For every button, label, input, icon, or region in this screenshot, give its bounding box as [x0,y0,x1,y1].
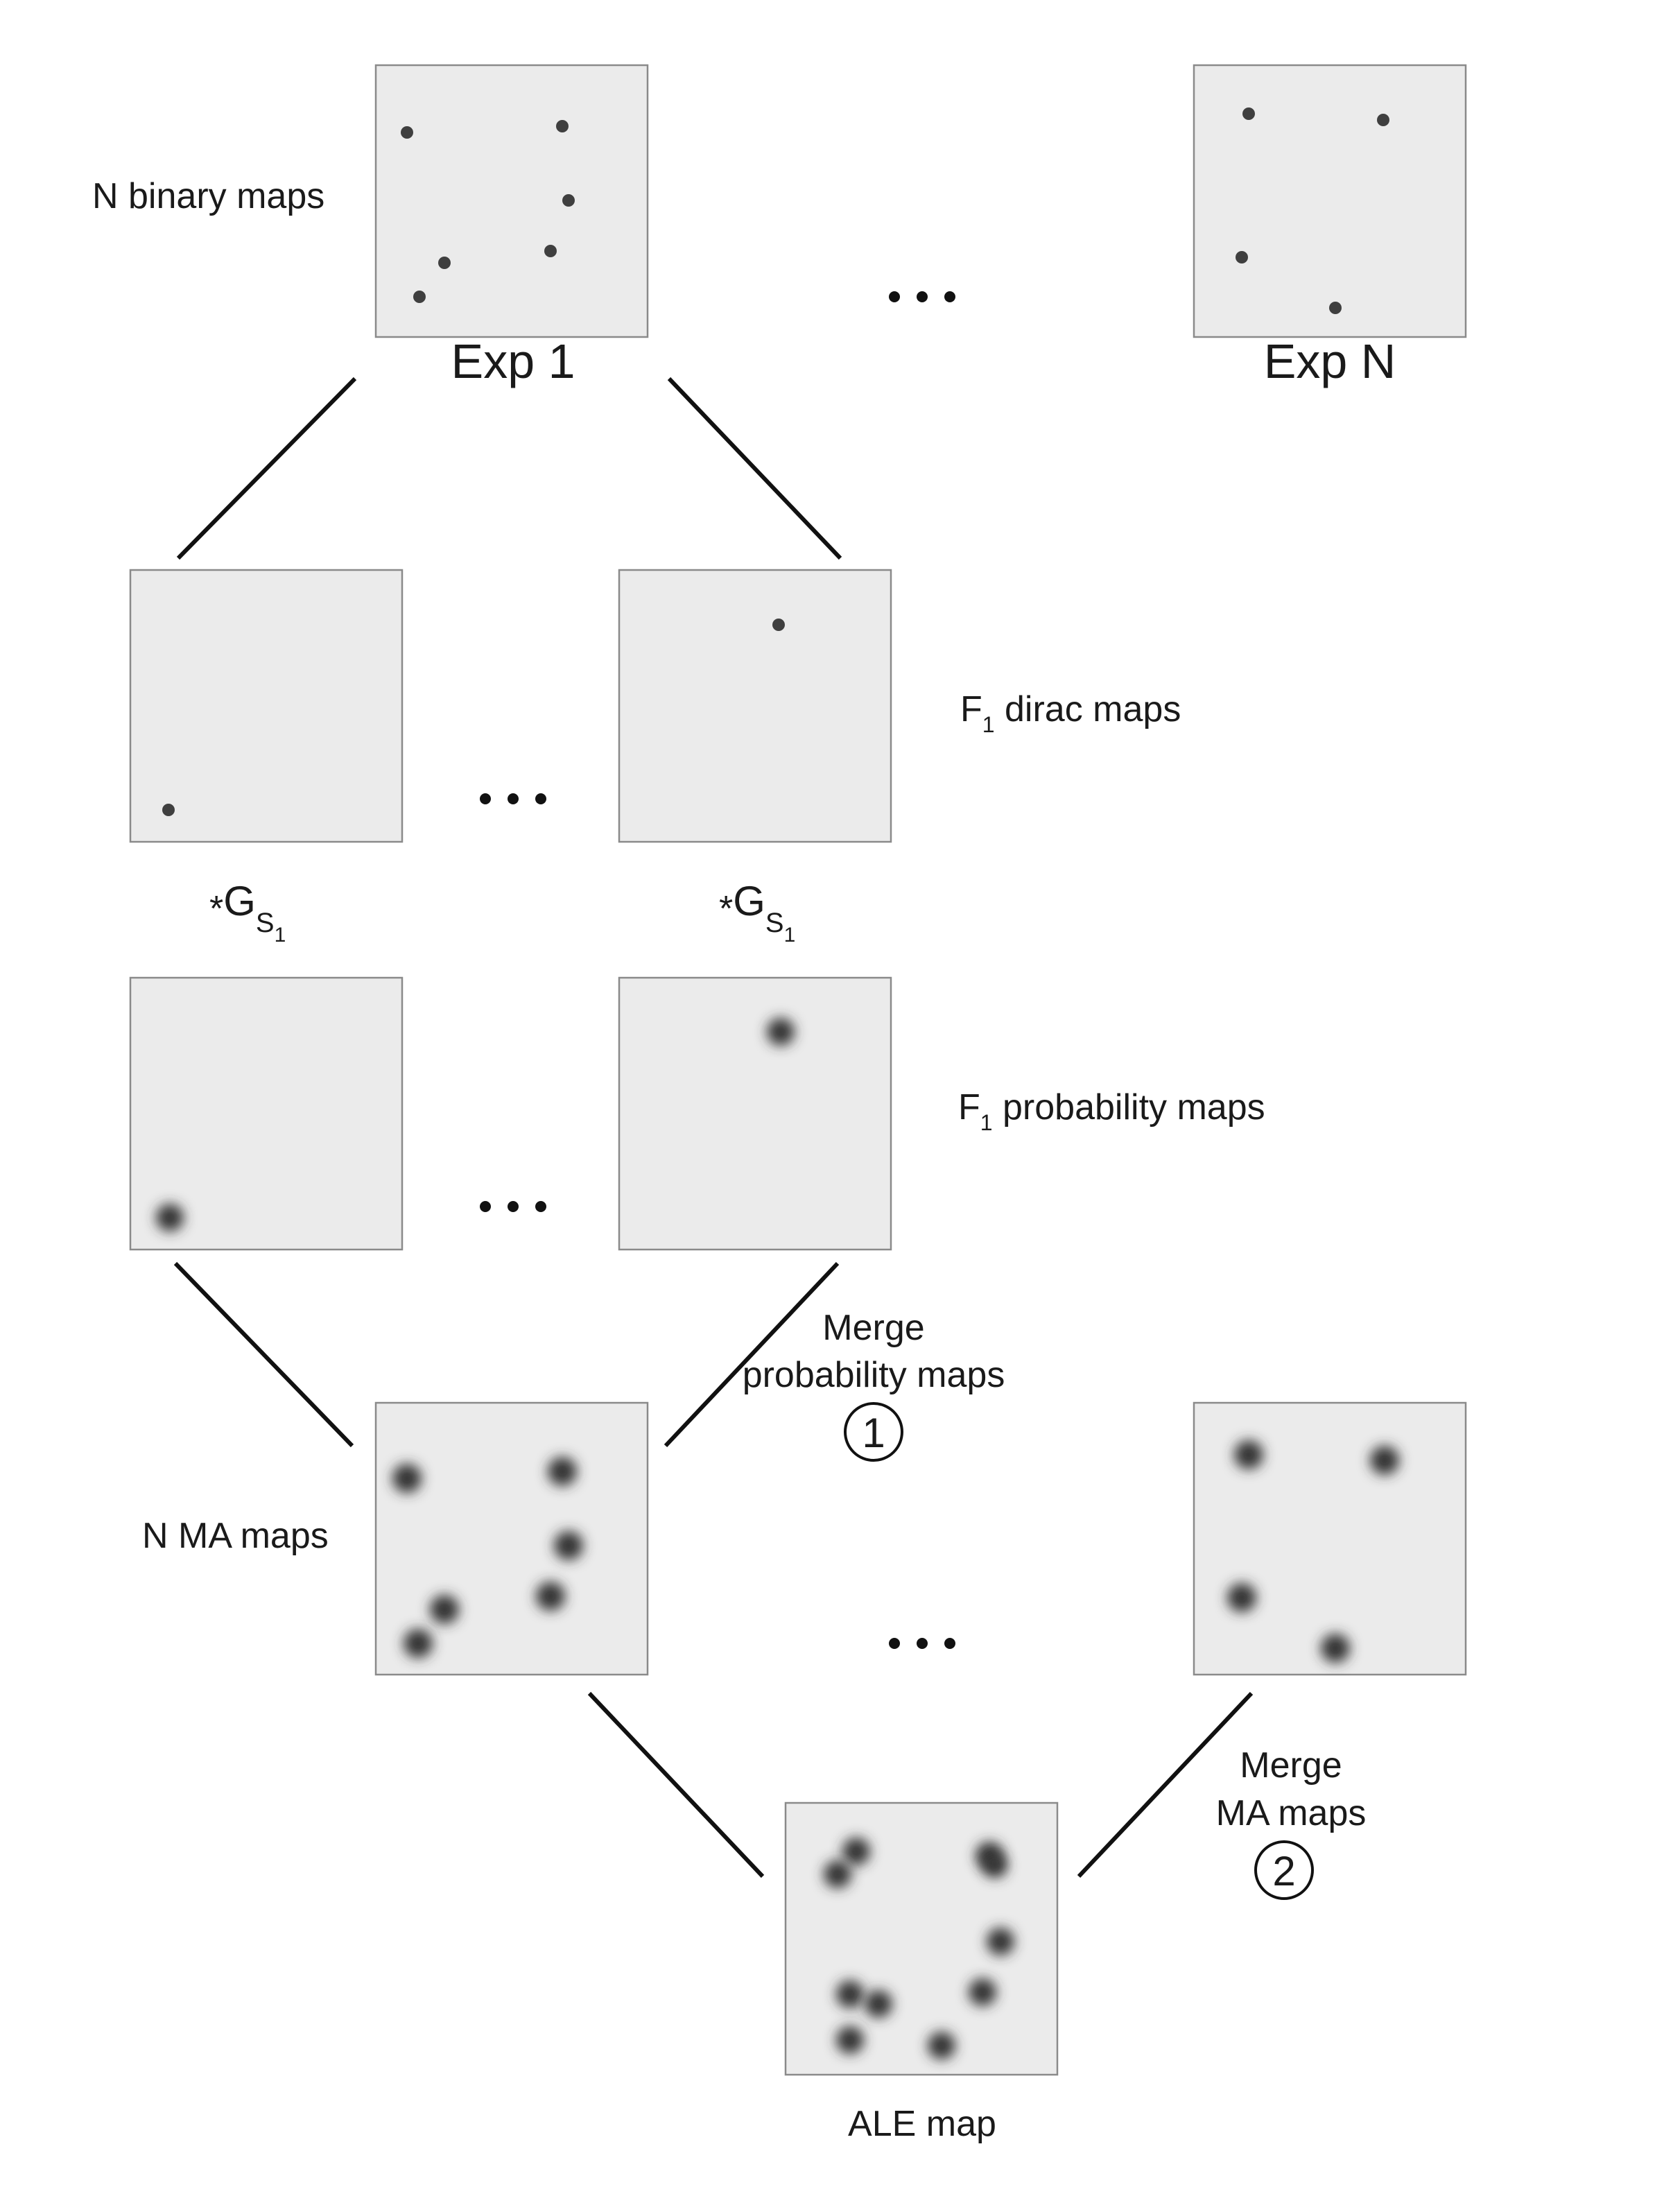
merge-ma-label-line-1: Merge [1240,1745,1342,1786]
ellipsis-row-2 [480,793,546,804]
connector-line [587,1691,765,1878]
svg-text:2: 2 [1272,1848,1295,1894]
step-2-marker: 2 [1254,1840,1314,1900]
focus-dot [438,257,451,269]
focus-blob [554,1531,583,1560]
focus-dot [1236,251,1248,263]
focus-blob [928,2032,955,2059]
ale-map [784,1801,1059,2076]
focus-dot [401,126,413,139]
focus-blob [836,2026,864,2054]
focus-blob [404,1629,433,1658]
ellipsis-row-3 [480,1201,546,1212]
exp-n-label: Exp N [1264,334,1396,388]
focus-blob [548,1457,577,1486]
focus-dot [544,245,557,257]
focus-blob [982,1853,1007,1878]
ma-map-exp-n [1193,1401,1467,1676]
svg-text:F1 probability maps: F1 probability maps [958,1087,1265,1135]
focus-dot [772,619,785,631]
ellipsis-row-1 [889,291,955,302]
focus-blob [987,1928,1014,1955]
binary-map-exp-n [1193,64,1467,338]
focus-dot [1329,302,1342,314]
focus-blob [156,1204,184,1232]
f1-dirac-maps-label: F1 dirac maps [960,689,1181,737]
focus-blob [1234,1440,1263,1469]
dirac-map-1 [129,569,404,843]
step-1-marker: 1 [844,1402,903,1462]
n-ma-maps-label: N MA maps [142,1516,329,1556]
connector-line [176,377,357,560]
merge-ma-label-line-2: MA maps [1216,1793,1367,1833]
connector-line [667,377,842,560]
focus-dot [413,291,426,303]
focus-blob [536,1582,565,1611]
connector-line [173,1261,354,1448]
svg-text:1: 1 [862,1410,885,1456]
f1-probability-maps-label: F1 probability maps [958,1087,1265,1135]
focus-blob [1370,1446,1399,1475]
svg-text:*GS1: *GS1 [719,878,795,947]
focus-blob [767,1018,795,1046]
dirac-map-f1 [618,569,892,843]
focus-blob [1227,1583,1256,1612]
focus-blob [430,1595,459,1624]
convolution-label-right: *GS1 [719,878,795,947]
focus-blob [392,1464,422,1493]
focus-blob [865,1990,892,2018]
focus-blob [824,1860,851,1888]
binary-map-exp-1 [374,64,649,338]
svg-text:*GS1: *GS1 [209,878,286,947]
connector-line [1077,1691,1254,1878]
focus-blob [969,1978,996,2006]
ale-map-label: ALE map [848,2104,996,2144]
focus-dot [562,194,575,207]
ellipsis-row-4 [889,1638,955,1649]
connector-line [664,1261,840,1448]
svg-text:F1 dirac maps: F1 dirac maps [960,689,1181,737]
probability-map-1 [129,976,404,1251]
ma-map-exp-1 [374,1401,649,1676]
focus-dot [1242,107,1255,120]
focus-dot [1377,114,1389,126]
focus-blob [842,1838,870,1865]
focus-dot [556,120,569,132]
convolution-label-left: *GS1 [209,878,286,947]
merge-probability-label-line-1: Merge [822,1308,924,1348]
focus-dot [162,804,175,816]
probability-map-f1 [618,976,892,1251]
merge-probability-label-line-2: probability maps [743,1355,1005,1395]
n-binary-maps-label: N binary maps [92,176,324,216]
focus-blob [836,1980,864,2008]
exp-1-label: Exp 1 [451,334,575,388]
focus-blob [1321,1634,1350,1663]
